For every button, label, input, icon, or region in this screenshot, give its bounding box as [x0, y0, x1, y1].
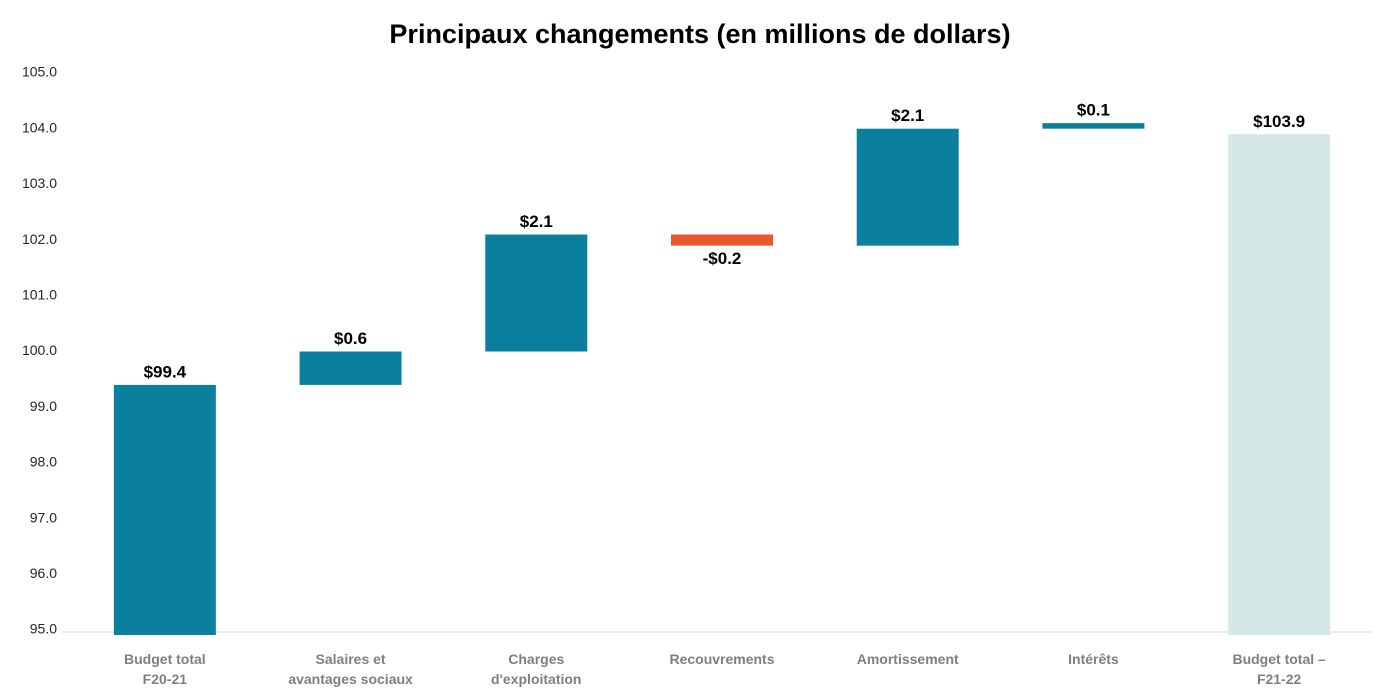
bar: [671, 234, 773, 246]
y-tick-label: 103.0: [22, 175, 57, 191]
bar: [1228, 134, 1331, 635]
bar: [113, 384, 216, 635]
bar: [1042, 123, 1145, 129]
y-tick-label: 97.0: [30, 509, 57, 525]
chart-title: Principaux changements (en millions de d…: [389, 19, 1010, 49]
y-tick-label: 96.0: [30, 565, 57, 581]
y-tick-label: 99.0: [30, 398, 57, 414]
bar: [856, 128, 959, 246]
y-tick-label: 100.0: [22, 342, 57, 358]
value-label: $0.1: [1077, 101, 1110, 120]
y-tick-label: 101.0: [22, 287, 57, 303]
value-label: $0.6: [334, 329, 367, 348]
bar: [299, 351, 402, 385]
y-tick-label: 104.0: [22, 119, 57, 135]
y-tick-label: 98.0: [30, 454, 57, 470]
x-tick-label: Recouvrements: [669, 651, 774, 667]
value-label: $103.9: [1253, 112, 1305, 131]
value-label: $99.4: [144, 362, 187, 381]
x-tick-label: Intérêts: [1068, 651, 1119, 667]
x-tick-label: Amortissement: [857, 651, 959, 667]
bar: [485, 234, 588, 352]
x-tick-label: Budget total F20-21: [124, 651, 206, 687]
value-label: $2.1: [891, 106, 924, 125]
y-tick-label: 95.0: [30, 621, 57, 637]
y-tick-label: 105.0: [22, 64, 57, 80]
x-tick-label: Charges d'exploitation: [491, 651, 581, 687]
x-tick-label: Budget total – F21-22: [1232, 651, 1326, 687]
x-tick-label: Salaires et avantages sociaux: [288, 651, 413, 687]
value-label: -$0.2: [703, 249, 742, 268]
y-tick-label: 102.0: [22, 231, 57, 247]
value-label: $2.1: [520, 212, 553, 231]
